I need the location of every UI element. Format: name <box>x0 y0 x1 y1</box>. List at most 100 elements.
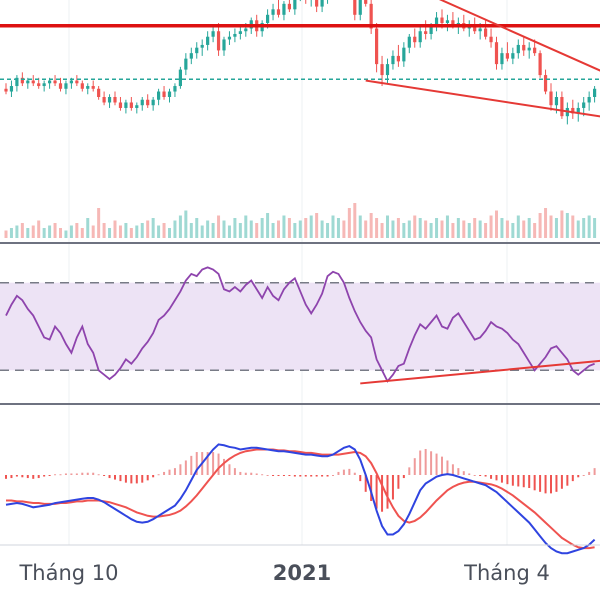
candle-body <box>451 20 455 26</box>
candle <box>364 0 368 7</box>
volume-bar <box>178 215 182 238</box>
candle-body <box>554 97 559 106</box>
candle-body <box>511 53 515 59</box>
volume-bar <box>440 220 444 238</box>
candle-body <box>37 83 41 87</box>
volume-bar <box>391 220 395 238</box>
macd-histogram-bar <box>37 475 40 479</box>
volume-bar <box>287 218 291 238</box>
macd-histogram-bar <box>408 467 411 475</box>
macd-histogram-bar <box>391 475 394 500</box>
candle <box>15 75 19 92</box>
candle-body <box>9 86 14 92</box>
volume-bar <box>53 223 57 238</box>
candle-body <box>582 102 586 108</box>
candle-body <box>593 88 597 97</box>
macd-histogram-bar <box>588 471 591 475</box>
candle <box>287 0 291 13</box>
candle <box>227 31 232 45</box>
candle-body <box>206 36 210 45</box>
candle-body <box>227 36 232 40</box>
macd-histogram-bar <box>228 464 231 475</box>
volume-bar <box>146 220 150 238</box>
candle <box>543 69 548 95</box>
candle <box>113 91 117 106</box>
volume-bar <box>369 213 373 238</box>
volume-bar <box>124 223 128 238</box>
volume-bar <box>429 223 433 238</box>
x-tick-label: 2021 <box>273 561 331 585</box>
candle <box>9 80 14 97</box>
candle-body <box>107 97 112 103</box>
candle <box>200 39 204 56</box>
x-tick-label: Tháng 10 <box>18 561 118 585</box>
candle <box>299 0 301 2</box>
macd-histogram-bar <box>577 475 580 478</box>
candle-body <box>69 80 73 84</box>
volume-bar <box>309 215 313 238</box>
candle <box>315 0 319 13</box>
candle <box>162 86 166 100</box>
macd-histogram-bar <box>462 471 465 475</box>
volume-bar <box>37 220 41 238</box>
candle-body <box>53 80 57 84</box>
candle <box>178 66 182 89</box>
volume-bar <box>135 225 139 238</box>
volume-bar <box>560 210 564 238</box>
candle-body <box>151 99 155 106</box>
candle-body <box>173 86 177 92</box>
candle-body <box>4 88 8 92</box>
candle <box>516 39 520 59</box>
candle-body <box>320 0 324 7</box>
volume-bar <box>162 223 166 238</box>
macd-histogram-bar <box>397 475 400 489</box>
volume-bar <box>222 220 226 238</box>
macd-histogram-bar <box>184 460 187 475</box>
candle-body <box>64 83 68 89</box>
candle <box>238 25 242 40</box>
candle <box>511 47 515 65</box>
volume-bar <box>80 228 84 238</box>
candle-body <box>42 83 46 87</box>
macd-histogram-bar <box>146 475 149 481</box>
candle <box>31 75 35 87</box>
macd-histogram-bar <box>511 475 514 486</box>
macd-histogram-bar <box>522 475 525 488</box>
candle-body <box>140 99 144 106</box>
volume-bar <box>255 223 259 238</box>
macd-histogram-bar <box>26 475 29 479</box>
volume-bar <box>527 218 531 238</box>
macd-histogram-bar <box>108 475 111 479</box>
candle-body <box>364 0 368 4</box>
volume-bar <box>266 213 270 238</box>
candle-body <box>200 44 204 48</box>
macd-histogram-bar <box>381 475 384 512</box>
candle <box>216 23 221 56</box>
candle-body <box>587 97 591 103</box>
candle-body <box>424 31 428 34</box>
candle-body <box>560 97 564 117</box>
volume-bar <box>20 223 24 238</box>
candle-body <box>178 69 182 87</box>
volume-bar <box>413 215 417 238</box>
candle-body <box>440 17 444 24</box>
volume-bar <box>315 213 319 238</box>
macd-histogram-bar <box>277 475 280 476</box>
candle <box>320 0 324 13</box>
candle-body <box>75 80 79 84</box>
candle <box>434 12 439 32</box>
macd-histogram-bar <box>517 475 520 487</box>
macd-histogram-bar <box>15 475 18 477</box>
price-trendline <box>365 79 600 118</box>
volume-bar <box>516 215 520 238</box>
macd-histogram-bar <box>402 475 405 479</box>
macd-histogram-bar <box>555 475 558 492</box>
volume-bar <box>31 225 35 238</box>
volume-pane <box>4 203 597 238</box>
volume-bar <box>587 215 591 238</box>
volume-bar <box>271 223 275 238</box>
macd-histogram-bar <box>103 475 106 476</box>
macd-histogram-bar <box>506 475 509 485</box>
rsi-line <box>5 266 595 383</box>
macd-histogram-bar <box>10 475 13 479</box>
